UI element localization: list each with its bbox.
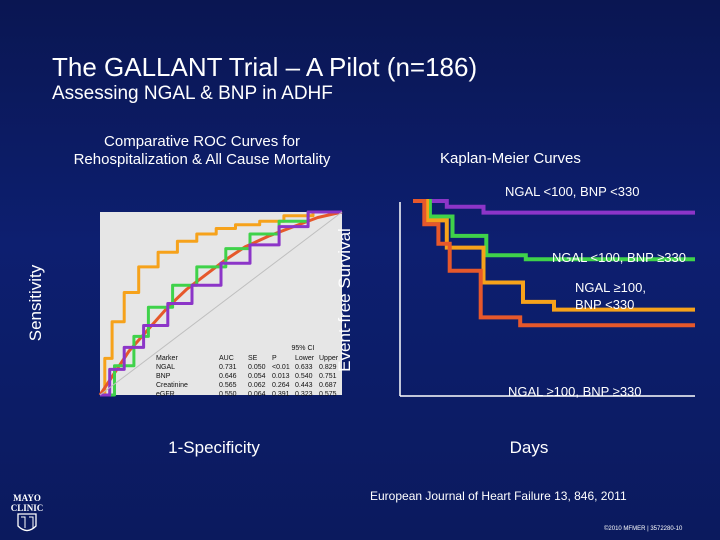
roc-table-cell: 0.575: [319, 391, 337, 398]
km-series-line-3: [413, 199, 695, 312]
roc-series-group: [98, 210, 343, 397]
roc-table-cell: 0.323: [295, 391, 313, 398]
slide-title: The GALLANT Trial – A Pilot (n=186): [52, 52, 478, 82]
roc-table: 95% CI Marker AUC SE P Lower Upper NGAL 0.731 0.0…: [156, 345, 339, 398]
roc-table-header-cell: Marker: [156, 355, 178, 362]
km-series-line-2: [413, 199, 695, 262]
roc-table-cell: <0.01: [272, 364, 290, 371]
km-y-axis-label: Event-free Survival: [335, 228, 354, 372]
roc-table-cell: 0.064: [248, 391, 266, 398]
km-series-line-4: [413, 199, 695, 328]
km-label-ngal-low-bnp-low: NGAL <100, BNP <330: [505, 184, 639, 199]
roc-table-cell: 0.751: [319, 373, 337, 380]
roc-table-cell: 0.054: [248, 373, 266, 380]
roc-table-ci-header: 95% CI: [292, 345, 315, 352]
roc-caption: Comparative ROC Curves for Rehospitaliza…: [73, 133, 331, 168]
roc-table-cell: eGFR: [156, 391, 175, 398]
roc-table-header-cell: Upper: [319, 355, 339, 362]
slide-subtitle: Assessing NGAL & BNP in ADHF: [52, 83, 333, 104]
roc-table-cell: 0.731: [219, 364, 237, 371]
roc-table-header-cell: Lower: [295, 355, 315, 362]
km-x-axis-label: Days: [510, 438, 549, 457]
km-label-ngal-high-bnp-high: NGAL ≥100, BNP ≥330: [508, 384, 642, 399]
km-label-ngal-high-bnp-low-line2: BNP <330: [575, 297, 634, 312]
roc-table-cell: NGAL: [156, 364, 175, 371]
logo-text-line1: MAYO: [13, 493, 41, 503]
logo-text-line2: CLINIC: [11, 503, 44, 513]
roc-x-axis-label: 1-Specificity: [168, 438, 260, 457]
roc-series-creatinine-line: [100, 210, 342, 397]
roc-table-cell: 0.062: [248, 382, 266, 389]
mayo-clinic-logo: MAYO CLINIC: [11, 493, 44, 532]
roc-table-cell: 0.391: [272, 391, 290, 398]
logo-shield-detail-icon: [21, 516, 34, 528]
roc-series-egfr-line: [100, 210, 342, 397]
roc-table-cell: 0.550: [219, 391, 237, 398]
roc-table-cell: Creatinine: [156, 382, 188, 389]
roc-table-cell: 0.633: [295, 364, 313, 371]
km-series-line-1: [413, 199, 695, 215]
km-label-ngal-low-bnp-high: NGAL <100, BNP ≥330: [552, 250, 686, 265]
roc-table-header-cell: P: [272, 355, 277, 362]
roc-table-header-cell: SE: [248, 355, 258, 362]
km-series-group: [413, 199, 695, 328]
roc-table-cell: 0.646: [219, 373, 237, 380]
roc-table-header-cell: AUC: [219, 355, 234, 362]
citation: European Journal of Heart Failure 13, 84…: [370, 489, 627, 503]
roc-table-cell: 0.565: [219, 382, 237, 389]
roc-table-cell: 0.013: [272, 373, 290, 380]
roc-table-cell: 0.264: [272, 382, 290, 389]
roc-table-cell: 0.443: [295, 382, 313, 389]
roc-table-cell: 0.050: [248, 364, 266, 371]
logo-shield-icon: [17, 513, 37, 532]
km-chart: Event-free Survival Days NGAL <100, BNP …: [335, 184, 695, 457]
copyright: ©2010 MFMER | 3572280-10: [604, 526, 683, 532]
roc-table-cell: 0.687: [319, 382, 337, 389]
roc-table-cell: 0.540: [295, 373, 313, 380]
roc-table-cell: BNP: [156, 373, 171, 380]
roc-table-cell: 0.829: [319, 364, 337, 371]
roc-y-axis-label: Sensitivity: [26, 264, 45, 341]
roc-chart: 95% CI Marker AUC SE P Lower Upper NGAL 0.731 0.0…: [26, 210, 343, 457]
roc-series-reference-line: [99, 211, 343, 396]
km-label-ngal-high-bnp-low-line1: NGAL ≥100,: [575, 280, 646, 295]
km-caption: Kaplan-Meier Curves: [440, 150, 581, 167]
